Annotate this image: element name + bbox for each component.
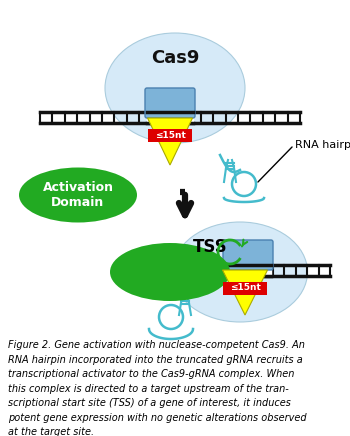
FancyBboxPatch shape bbox=[145, 88, 195, 118]
Text: this complex is directed to a target upstream of the tran-: this complex is directed to a target ups… bbox=[8, 384, 289, 394]
Text: Figure 2. Gene activation with nuclease-competent Cas9. An: Figure 2. Gene activation with nuclease-… bbox=[8, 340, 305, 350]
Text: scriptional start site (TSS) of a gene of interest, it induces: scriptional start site (TSS) of a gene o… bbox=[8, 398, 291, 408]
Bar bbox=[148, 129, 192, 143]
Text: transcriptional activator to the Cas9-gRNA complex. When: transcriptional activator to the Cas9-gR… bbox=[8, 369, 294, 379]
FancyBboxPatch shape bbox=[223, 240, 273, 270]
Text: RNA hairpin: RNA hairpin bbox=[295, 140, 350, 150]
Text: potent gene expression with no genetic alterations observed: potent gene expression with no genetic a… bbox=[8, 412, 307, 422]
Bar bbox=[223, 282, 267, 294]
Ellipse shape bbox=[105, 33, 245, 143]
Text: ≤15nt: ≤15nt bbox=[155, 132, 186, 140]
Text: TSS: TSS bbox=[193, 238, 227, 256]
Text: at the target site.: at the target site. bbox=[8, 427, 94, 436]
Polygon shape bbox=[147, 118, 192, 165]
Polygon shape bbox=[223, 270, 267, 315]
Ellipse shape bbox=[173, 222, 308, 322]
Text: Activation
Domain: Activation Domain bbox=[42, 181, 113, 209]
Ellipse shape bbox=[19, 167, 137, 222]
Text: Cas9: Cas9 bbox=[151, 49, 199, 67]
Text: RNA hairpin incorporated into the truncated gRNA recruits a: RNA hairpin incorporated into the trunca… bbox=[8, 354, 303, 364]
Ellipse shape bbox=[110, 243, 230, 301]
Text: ≤15nt: ≤15nt bbox=[230, 283, 260, 293]
